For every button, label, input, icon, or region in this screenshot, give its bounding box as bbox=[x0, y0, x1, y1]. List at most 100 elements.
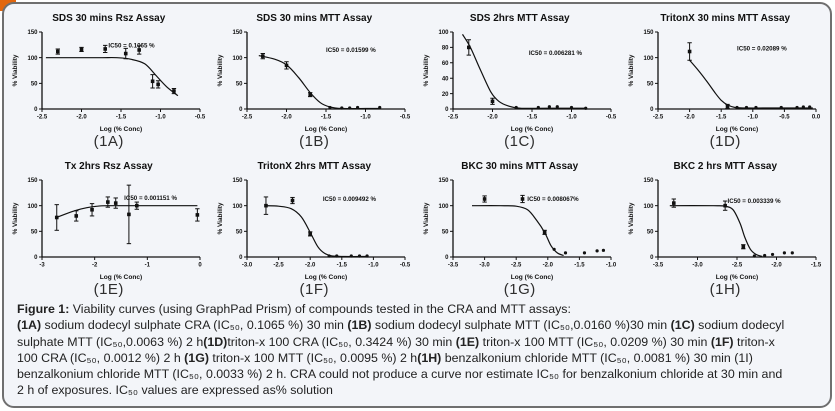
svg-text:0: 0 bbox=[650, 107, 654, 113]
svg-text:-3.5: -3.5 bbox=[653, 263, 664, 269]
viability-chart-1f: -3.0 -2.5 -2.0 -1.5 -1.0 -0.5 0 50 100 150 Log (% … bbox=[217, 178, 411, 281]
viability-chart-1e: -3 -2 -1 0 0 50 100 150 Log (% Conc) % Viability I… bbox=[12, 178, 202, 281]
svg-text:-3.5: -3.5 bbox=[448, 263, 459, 269]
svg-text:IC50 = 0.003339 %: IC50 = 0.003339 % bbox=[728, 198, 782, 205]
svg-text:100: 100 bbox=[644, 56, 655, 62]
svg-text:Log (% Conc): Log (% Conc) bbox=[716, 274, 759, 281]
plots-grid: SDS 30 mins Rsz Assay -2.5 -2.0 -1.5 -1.0 -0… bbox=[4, 4, 830, 298]
figure-caption: Figure 1: Viability curves (using GraphP… bbox=[17, 302, 785, 398]
svg-text:Log (% Conc): Log (% Conc) bbox=[305, 274, 348, 281]
svg-text:-3.0: -3.0 bbox=[479, 263, 490, 269]
svg-text:IC50 = 0.009492 %: IC50 = 0.009492 % bbox=[323, 196, 377, 203]
viability-chart-1h: -3.5 -3.0 -2.5 -2.0 -1.5 0 50 100 150 Log (% Conc… bbox=[628, 178, 822, 281]
svg-text:0: 0 bbox=[239, 107, 243, 113]
svg-text:-2.5: -2.5 bbox=[732, 263, 743, 269]
svg-text:-0.5: -0.5 bbox=[195, 115, 206, 121]
svg-text:-2.0: -2.0 bbox=[305, 263, 316, 269]
svg-text:% Viability: % Viability bbox=[628, 54, 635, 86]
svg-text:% Viability: % Viability bbox=[423, 202, 430, 234]
svg-text:100: 100 bbox=[644, 204, 655, 210]
svg-text:-3: -3 bbox=[39, 263, 45, 269]
viability-chart-1b: -2.5 -2.0 -1.5 -1.0 -0.5 0 50 100 150 Log (% Conc… bbox=[217, 30, 411, 133]
svg-text:50: 50 bbox=[236, 82, 243, 88]
svg-text:100: 100 bbox=[233, 204, 244, 210]
svg-text:IC50 = 0.02089 %: IC50 = 0.02089 % bbox=[737, 45, 787, 52]
svg-text:150: 150 bbox=[27, 178, 38, 184]
svg-text:-2: -2 bbox=[92, 263, 98, 269]
plot-title-1g: BKC 30 mins MTT Assay bbox=[461, 161, 579, 172]
svg-text:100: 100 bbox=[233, 56, 244, 62]
svg-text:-2.0: -2.0 bbox=[685, 115, 696, 121]
panel-label-1b: (1B) bbox=[299, 133, 330, 150]
svg-text:-1.5: -1.5 bbox=[321, 115, 332, 121]
viability-chart-1d: -2.5 -2.0 -1.5 -1.0 -0.5 0.0 0 50 100 150 Log (% C… bbox=[628, 30, 821, 133]
svg-text:100: 100 bbox=[438, 204, 449, 210]
svg-text:-2.0: -2.0 bbox=[282, 115, 293, 121]
svg-text:IC50 = 0.1065 %: IC50 = 0.1065 % bbox=[108, 42, 155, 49]
plot-title-1c: SDS 2hrs MTT Assay bbox=[469, 13, 570, 24]
svg-text:Log (% Conc): Log (% Conc) bbox=[100, 126, 143, 133]
svg-text:-0.5: -0.5 bbox=[400, 115, 411, 121]
svg-text:100: 100 bbox=[27, 56, 38, 62]
plot-title-1d: TritonX 30 mins MTT Assay bbox=[660, 13, 791, 24]
plot-title-1b: SDS 30 mins MTT Assay bbox=[256, 13, 373, 24]
svg-text:100: 100 bbox=[27, 204, 38, 210]
svg-text:IC50 = 0.01599 %: IC50 = 0.01599 % bbox=[326, 47, 376, 54]
svg-text:150: 150 bbox=[644, 178, 655, 184]
svg-text:IC50 = 0.001151 %: IC50 = 0.001151 % bbox=[124, 195, 177, 202]
svg-text:-0.5: -0.5 bbox=[606, 115, 617, 121]
svg-text:-0.5: -0.5 bbox=[779, 115, 790, 121]
panel-label-1h: (1H) bbox=[709, 281, 741, 298]
svg-text:0: 0 bbox=[198, 263, 202, 269]
plot-panel-1g: BKC 30 mins MTT Assay -3.5 -3.0 -2.5 -2.0 -1… bbox=[417, 154, 623, 298]
svg-text:Log (% Conc): Log (% Conc) bbox=[511, 126, 554, 133]
svg-text:% Viability: % Viability bbox=[628, 202, 635, 234]
svg-text:-2.5: -2.5 bbox=[448, 115, 459, 121]
panel-label-1a: (1A) bbox=[93, 133, 124, 150]
svg-text:Log (% Conc): Log (% Conc) bbox=[716, 126, 759, 133]
svg-text:40: 40 bbox=[442, 76, 449, 82]
svg-text:-1.0: -1.0 bbox=[566, 115, 577, 121]
panel-label-1e: (1E) bbox=[93, 281, 124, 298]
plot-title-1e: Tx 2hrs Rsz Assay bbox=[64, 161, 153, 172]
panel-label-1d: (1D) bbox=[709, 133, 741, 150]
svg-text:150: 150 bbox=[233, 30, 244, 36]
svg-text:% Viability: % Viability bbox=[423, 54, 430, 86]
svg-text:% Viability: % Viability bbox=[12, 54, 19, 86]
svg-text:0: 0 bbox=[34, 107, 38, 113]
svg-text:100: 100 bbox=[438, 30, 449, 36]
plot-panel-1d: TritonX 30 mins MTT Assay -2.5 -2.0 -1.5 -1… bbox=[623, 6, 829, 154]
svg-text:0.0: 0.0 bbox=[812, 115, 821, 121]
svg-text:-2.0: -2.0 bbox=[542, 263, 553, 269]
svg-text:0: 0 bbox=[239, 255, 243, 261]
svg-text:-1.0: -1.0 bbox=[361, 115, 372, 121]
svg-text:-2.5: -2.5 bbox=[511, 263, 522, 269]
svg-text:% Viability: % Viability bbox=[12, 202, 19, 234]
svg-text:50: 50 bbox=[647, 82, 654, 88]
svg-text:150: 150 bbox=[644, 30, 655, 36]
plot-panel-1e: Tx 2hrs Rsz Assay -3 -2 -1 0 0 50 100 150 Log (%… bbox=[6, 154, 212, 298]
svg-text:50: 50 bbox=[31, 230, 38, 236]
plot-panel-1h: BKC 2 hrs MTT Assay -3.5 -3.0 -2.5 -2.0 -1.5… bbox=[623, 154, 829, 298]
svg-text:Log (% Conc): Log (% Conc) bbox=[511, 274, 554, 281]
svg-text:Log (% Conc): Log (% Conc) bbox=[100, 274, 143, 281]
svg-text:0: 0 bbox=[445, 255, 449, 261]
panel-label-1c: (1C) bbox=[504, 133, 536, 150]
plot-title-1a: SDS 30 mins Rsz Assay bbox=[52, 13, 166, 24]
svg-text:-2.0: -2.0 bbox=[772, 263, 783, 269]
svg-text:-2.0: -2.0 bbox=[487, 115, 498, 121]
svg-text:-2.5: -2.5 bbox=[242, 115, 253, 121]
svg-text:-1.5: -1.5 bbox=[574, 263, 585, 269]
svg-text:50: 50 bbox=[236, 230, 243, 236]
svg-text:-1: -1 bbox=[144, 263, 150, 269]
panel-label-1g: (1G) bbox=[503, 281, 536, 298]
svg-text:-1.0: -1.0 bbox=[606, 263, 617, 269]
svg-text:0: 0 bbox=[445, 107, 449, 113]
svg-text:0: 0 bbox=[650, 255, 654, 261]
svg-text:Log (% Conc): Log (% Conc) bbox=[305, 126, 348, 133]
viability-chart-1c: -2.5 -2.0 -1.5 -1.0 -0.5 0 20 40 60 80 100 Log (% C… bbox=[423, 30, 617, 133]
svg-text:-2.5: -2.5 bbox=[274, 263, 285, 269]
viability-chart-1g: -3.5 -3.0 -2.5 -2.0 -1.5 -1.0 0 50 100 150 Log (% … bbox=[423, 178, 617, 281]
plot-panel-1a: SDS 30 mins Rsz Assay -2.5 -2.0 -1.5 -1.0 -0… bbox=[6, 6, 212, 154]
